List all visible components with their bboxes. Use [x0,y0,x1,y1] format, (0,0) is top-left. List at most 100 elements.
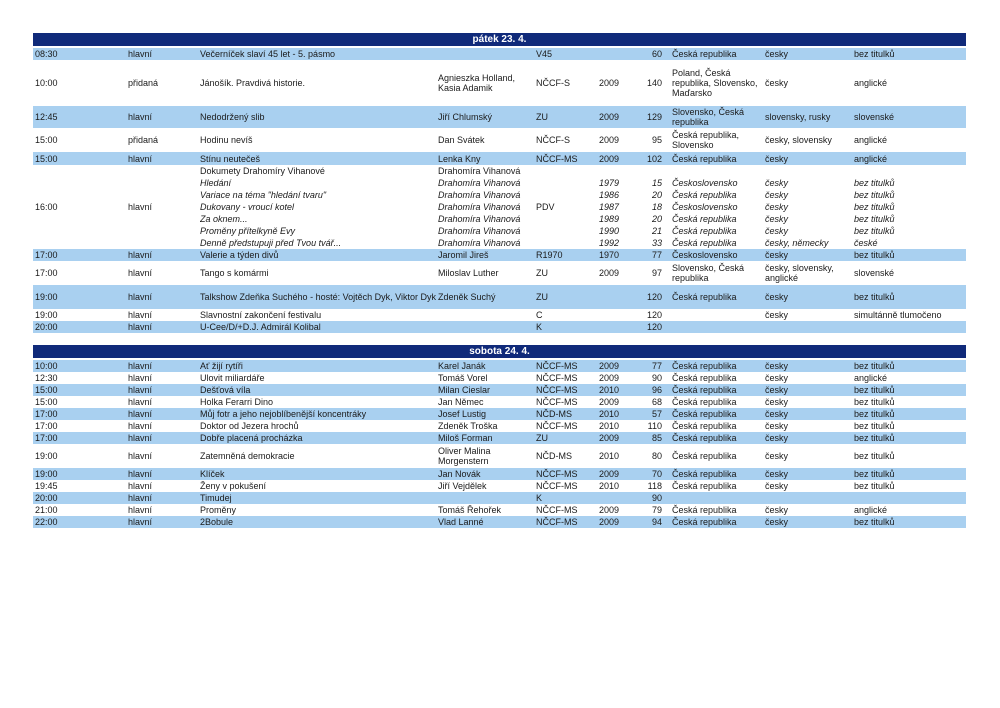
time-cell-text: 15:00 [35,153,58,164]
year-cell: 2009 [599,372,629,384]
year-cell-text: 1987 [599,202,620,212]
section-code-cell: NČD-MS [536,444,596,468]
screening-type-cell-text: hlavní [128,268,153,278]
language-cell-text: česky, slovensky, anglické [765,263,834,283]
language-cell-text: slovensky, rusky [765,112,831,122]
language-cell-text: česky [765,153,789,164]
section-code-cell: NČCF-S [536,128,596,152]
time-cell: 20:00 [35,492,125,504]
country-cell-text: Česká republika [672,214,737,224]
year-cell: 2009 [599,516,629,528]
country-cell-text: Československo [672,178,738,188]
duration-cell: 85 [630,432,662,444]
screening-type-cell-text: hlavní [128,310,153,320]
director-cell [438,321,534,333]
screening-type-cell-text: hlavní [128,481,153,491]
film-title-cell: Stínu neutečeš [200,152,436,165]
language-cell [765,165,853,177]
section-code-cell: ZU [536,261,596,285]
duration-cell-text: 60 [651,49,662,59]
time-cell: 19:45 [35,480,125,492]
subtitles-cell: bez titulků [854,516,966,528]
film-title-cell-text: Dešťová víla [200,385,251,395]
table-row: 17:00 hlavní Můj fotr a jeho nejoblíbenějš… [33,408,966,420]
year-cell [599,492,629,504]
country-cell-text: Česká republika [672,433,737,443]
time-cell: 15:00 [35,384,125,396]
subtitles-cell-text: bez titulků [854,202,895,212]
section-code-cell-text: ZU [536,112,548,122]
country-cell: Česká republika [672,444,764,468]
screening-type-cell-text: hlavní [128,250,153,260]
time-cell: 10:00 [35,60,125,106]
time-cell-text: 12:45 [35,112,58,122]
year-cell: 2009 [599,396,629,408]
country-cell: Česká republika [672,225,764,237]
language-cell-text: česky [765,469,789,479]
time-cell-text: 17:00 [35,409,58,419]
screening-type-cell: hlavní [128,321,198,333]
time-cell: 17:00 [35,408,125,420]
year-cell: 2010 [599,384,629,396]
director-cell: Jiří Chlumský [438,106,534,128]
subtitles-cell [854,321,966,333]
director-cell: Tomáš Vorel [438,372,534,384]
duration-cell-text: 120 [646,322,662,332]
language-cell: česky [765,213,853,225]
duration-cell: 20 [630,213,662,225]
section-code-cell: K [536,492,596,504]
country-cell: Česká republika [672,213,764,225]
table-row: 22:00 hlavní 2Bobule Vlad Lanné NČCF-MS 2009 9… [33,516,966,528]
year-cell: 1989 [599,213,629,225]
subtitles-cell-text: anglické [854,153,888,164]
duration-cell-text: 77 [651,361,662,371]
director-cell: Zdeněk Troška [438,420,534,432]
director-cell-text: Zdeněk Troška [438,421,498,431]
director-cell: Drahomíra Vihanová [438,165,534,177]
language-cell: česky [765,420,853,432]
year-cell-text: 1990 [599,226,620,236]
section-code-cell-text: ZU [536,433,548,443]
country-cell-text: Česká republika [672,517,737,527]
director-cell-text: Karel Janák [438,361,486,371]
country-cell: Československo [672,201,764,213]
language-cell: česky [765,372,853,384]
duration-cell: 70 [630,468,662,480]
year-cell-text: 1970 [599,250,620,260]
film-title-cell-text: Dokumety Drahomíry Vihanové [200,166,325,176]
subtitles-cell: anglické [854,504,966,516]
time-cell: 17:00 [35,261,125,285]
duration-cell-text: 20 [651,214,662,224]
screening-type-cell-text: hlavní [128,322,153,332]
director-cell: Jiří Vejdělek [438,480,534,492]
section-code-cell: ZU [536,285,596,309]
duration-cell: 90 [630,372,662,384]
language-cell-text: česky [765,433,789,443]
duration-cell-text: 102 [646,153,662,164]
schedule-table: 08:30 hlavní Večerníček slaví 45 let - 5. … [33,48,966,333]
section-code-cell-text: NČCF-MS [536,481,578,491]
film-title-cell: Hodinu nevíš [200,128,436,152]
subtitles-cell: slovenské [854,261,966,285]
subtitles-cell: bez titulků [854,480,966,492]
director-cell: Milan Cieslar [438,384,534,396]
time-cell: 16:00 [35,165,125,249]
subtitles-cell-text: anglické [854,78,888,88]
subtitles-cell-text: anglické [854,505,888,515]
country-cell [672,321,764,333]
subtitles-cell: anglické [854,372,966,384]
subtitles-cell: bez titulků [854,285,966,309]
duration-cell: 97 [630,261,662,285]
country-cell: Česká republika [672,48,764,60]
subtitles-cell: bez titulků [854,48,966,60]
country-cell [672,492,764,504]
year-cell: 2009 [599,152,629,165]
screening-type-cell: hlavní [128,106,198,128]
table-row: 17:00 hlavní Dobře placená procházka Miloš … [33,432,966,444]
language-cell-text: česky [765,373,789,383]
film-title-cell: Talkshow Zdeňka Suchého - hosté: Vojtěch… [200,285,436,309]
film-title-cell-text: Můj fotr a jeho nejoblíbenější koncentrá… [200,409,367,419]
year-cell-text: 2009 [599,268,620,278]
country-cell-text: Česká republika [672,421,737,431]
section-code-cell: V45 [536,48,596,60]
